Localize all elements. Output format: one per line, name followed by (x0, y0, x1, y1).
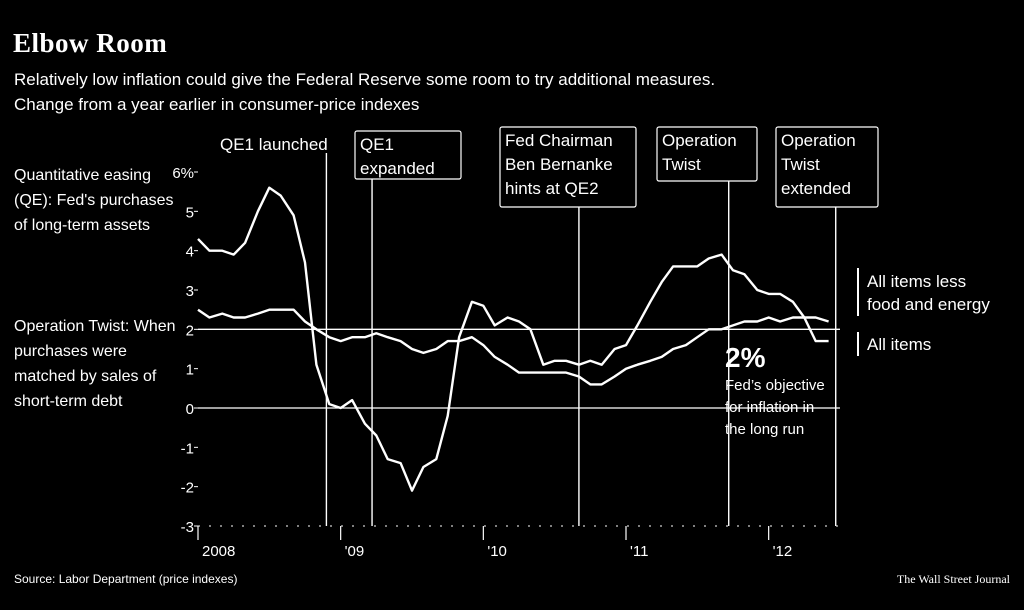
y-tick-label: 6% (172, 165, 194, 182)
operation-twist-definition-note: Operation Twist: When purchases were mat… (14, 318, 176, 410)
y-tick-label: 0 (186, 401, 194, 418)
source-note: Source: Labor Department (price indexes) (14, 572, 238, 586)
event-callouts-layer: QE1 launched QE1 expanded Fed Chairman Ben B… (220, 126, 879, 208)
all-items-series-label: All items (867, 335, 931, 354)
y-tick-label: 2 (186, 322, 194, 339)
event-callout-label: Fed Chairman Ben Bernanke hints at QE2 (505, 131, 613, 198)
qe-definition-note: Quantitative easing (QE): Fed's purchase… (14, 167, 174, 234)
event-callout-label: QE1 launched (220, 135, 328, 154)
grid-layer (198, 328, 840, 409)
fed-objective-value-label: 2% (725, 342, 766, 373)
axes-layer: 6% 5 4 3 2 1 0 -1 -2 -3 2008 '09 '10 '11 '12 (172, 165, 840, 560)
event-callout-label: Operation Twist extended (781, 131, 856, 198)
core-inflation-line (197, 308, 829, 386)
x-tick-label: 2008 (202, 543, 235, 560)
y-tick-label: 1 (186, 362, 194, 379)
y-tick-label: 3 (186, 283, 194, 300)
series-layer (197, 186, 829, 492)
event-callout-box (499, 126, 637, 208)
event-markers-layer (325, 153, 837, 526)
chart-measure-description: Change from a year earlier in consumer-p… (14, 95, 420, 114)
fed-objective-label: Fed’s objective for inflation in the long … (725, 377, 825, 438)
event-callout-label: QE1 expanded (360, 135, 435, 178)
event-callout-box (775, 126, 879, 208)
core-inflation-series-label: All items less food and energy (867, 272, 990, 314)
x-tick-label: '09 (345, 543, 365, 560)
y-tick-label: -3 (181, 519, 194, 536)
series-labels-layer: All items less food and energy All items 2%… (725, 268, 990, 438)
chart-subtitle: Relatively low inflation could give the … (14, 70, 716, 89)
y-tick-label: -2 (181, 480, 194, 497)
x-tick-label: '12 (773, 543, 793, 560)
chart-title: Elbow Room (13, 28, 168, 58)
all-items-line (197, 186, 829, 492)
x-tick-label: '10 (487, 543, 507, 560)
y-tick-label: 4 (186, 244, 194, 261)
publisher-credit: The Wall Street Journal (896, 572, 1010, 586)
event-callout-box (656, 126, 758, 182)
y-tick-label: -1 (181, 440, 194, 457)
event-callout-label: Operation Twist (662, 131, 737, 174)
event-callout-box (354, 130, 462, 180)
y-tick-label: 5 (186, 204, 194, 221)
x-tick-label: '11 (630, 543, 648, 560)
